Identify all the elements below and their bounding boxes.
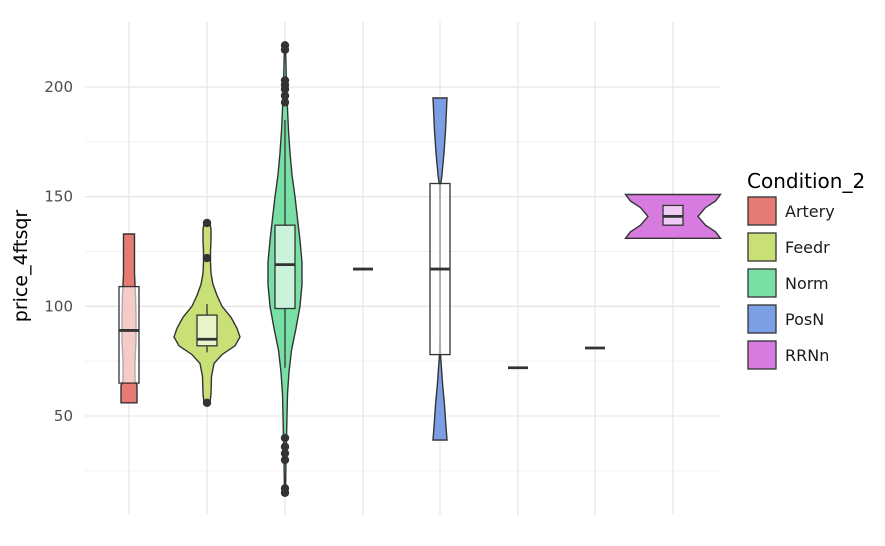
legend-label-feedr: Feedr (785, 238, 830, 257)
plot-area (118, 41, 722, 497)
y-tick-label: 150 (44, 188, 73, 206)
outlier-point (280, 98, 290, 107)
box-feedr (196, 314, 218, 347)
y-tick-label: 50 (54, 407, 73, 425)
legend-label-posn: PosN (785, 310, 824, 329)
box-artery (118, 285, 140, 384)
violin-group-feedr (173, 218, 241, 408)
outlier-point (280, 433, 290, 443)
outlier-point (280, 442, 290, 451)
violin-group-artery (118, 233, 140, 404)
violin-group-rrnn (624, 193, 722, 239)
y-axis-label: price_4ftsqr (10, 210, 32, 323)
y-axis: 50 100 150 200 (44, 78, 73, 425)
outlier-point (280, 449, 290, 458)
legend-key-feedr (747, 232, 777, 262)
legend-label-artery: Artery (785, 202, 835, 221)
box-norm (274, 224, 296, 310)
legend-label-rrnn: RRNn (785, 346, 829, 365)
y-tick-label: 100 (44, 297, 73, 315)
outlier-point (202, 253, 212, 263)
legend-key-artery (747, 196, 777, 226)
outlier-point (202, 398, 212, 408)
grid (85, 22, 720, 515)
outlier-point (280, 455, 290, 465)
legend: Condition_2 Artery Feedr Norm PosN RRNn (747, 169, 865, 370)
outlier-point (202, 218, 212, 228)
outlier-point (280, 76, 290, 85)
legend-label-norm: Norm (785, 274, 829, 293)
violin-group-posn (429, 97, 451, 441)
legend-title: Condition_2 (747, 169, 865, 193)
legend-key-norm (747, 268, 777, 298)
y-tick-label: 200 (44, 78, 73, 96)
outlier-point (280, 484, 290, 493)
legend-key-rrnn (747, 340, 777, 370)
violin-group-norm (267, 41, 303, 497)
legend-key-posn (747, 304, 777, 334)
outlier-point (280, 41, 290, 50)
outlier-point (280, 91, 290, 100)
